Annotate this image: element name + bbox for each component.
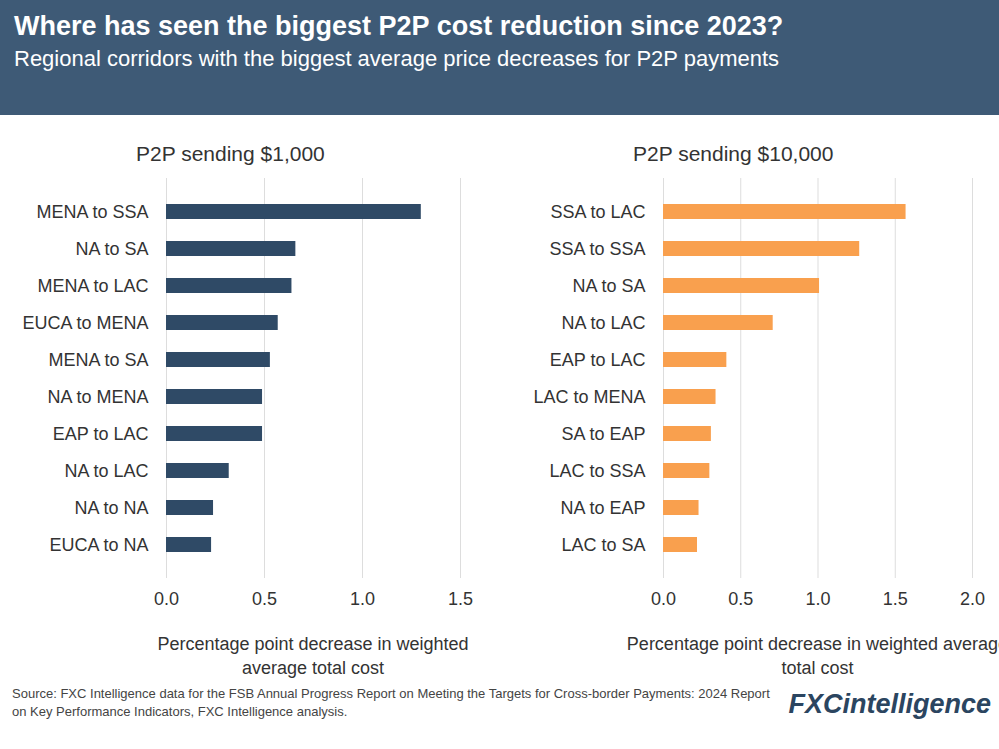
svg-text:0.0: 0.0 — [651, 589, 676, 609]
svg-text:SA to EAP: SA to EAP — [561, 424, 645, 444]
svg-text:1.0: 1.0 — [350, 589, 375, 609]
svg-text:MENA to LAC: MENA to LAC — [37, 276, 148, 296]
svg-text:NA to SA: NA to SA — [572, 276, 645, 296]
svg-text:NA to NA: NA to NA — [74, 498, 148, 518]
svg-text:0.5: 0.5 — [252, 589, 277, 609]
svg-text:1.5: 1.5 — [448, 589, 473, 609]
svg-text:EAP to LAC: EAP to LAC — [53, 424, 149, 444]
svg-text:NA to SA: NA to SA — [75, 239, 148, 259]
svg-text:NA to LAC: NA to LAC — [64, 461, 148, 481]
svg-text:LAC to SA: LAC to SA — [561, 535, 645, 555]
svg-text:2.0: 2.0 — [960, 589, 985, 609]
svg-text:0.5: 0.5 — [728, 589, 753, 609]
html-text:Source: FXC Intelligence data: Source: FXC Intelligence data for the FS… — [12, 686, 770, 719]
html-text:Regional corridors with the bi: Regional corridors with the biggest aver… — [14, 46, 780, 71]
svg-text:LAC to SSA: LAC to SSA — [549, 461, 645, 481]
html-text:P2P sending $1,000: P2P sending $1,000 — [136, 142, 325, 165]
html-text:FXCintelligence: FXCintelligence — [788, 689, 991, 719]
html-text:Where has seen the biggest P2P: Where has seen the biggest P2P cost redu… — [14, 11, 784, 41]
svg-text:EUCA to MENA: EUCA to MENA — [22, 313, 148, 333]
svg-text:EUCA to NA: EUCA to NA — [49, 535, 148, 555]
svg-text:SSA to LAC: SSA to LAC — [550, 202, 645, 222]
svg-text:SSA to SSA: SSA to SSA — [549, 239, 645, 259]
svg-text:EAP to LAC: EAP to LAC — [550, 350, 646, 370]
svg-text:LAC to MENA: LAC to MENA — [533, 387, 645, 407]
html-text:P2P sending $10,000: P2P sending $10,000 — [633, 142, 834, 165]
svg-text:NA to LAC: NA to LAC — [561, 313, 645, 333]
svg-text:0.0: 0.0 — [154, 589, 179, 609]
svg-text:1.0: 1.0 — [805, 589, 830, 609]
svg-text:NA to MENA: NA to MENA — [47, 387, 148, 407]
svg-text:MENA to SA: MENA to SA — [48, 350, 148, 370]
svg-text:NA to EAP: NA to EAP — [560, 498, 645, 518]
html-text:Percentage point decrease in w: Percentage point decrease in weighted av… — [157, 634, 469, 678]
svg-text:1.5: 1.5 — [883, 589, 908, 609]
svg-text:MENA to SSA: MENA to SSA — [36, 202, 148, 222]
